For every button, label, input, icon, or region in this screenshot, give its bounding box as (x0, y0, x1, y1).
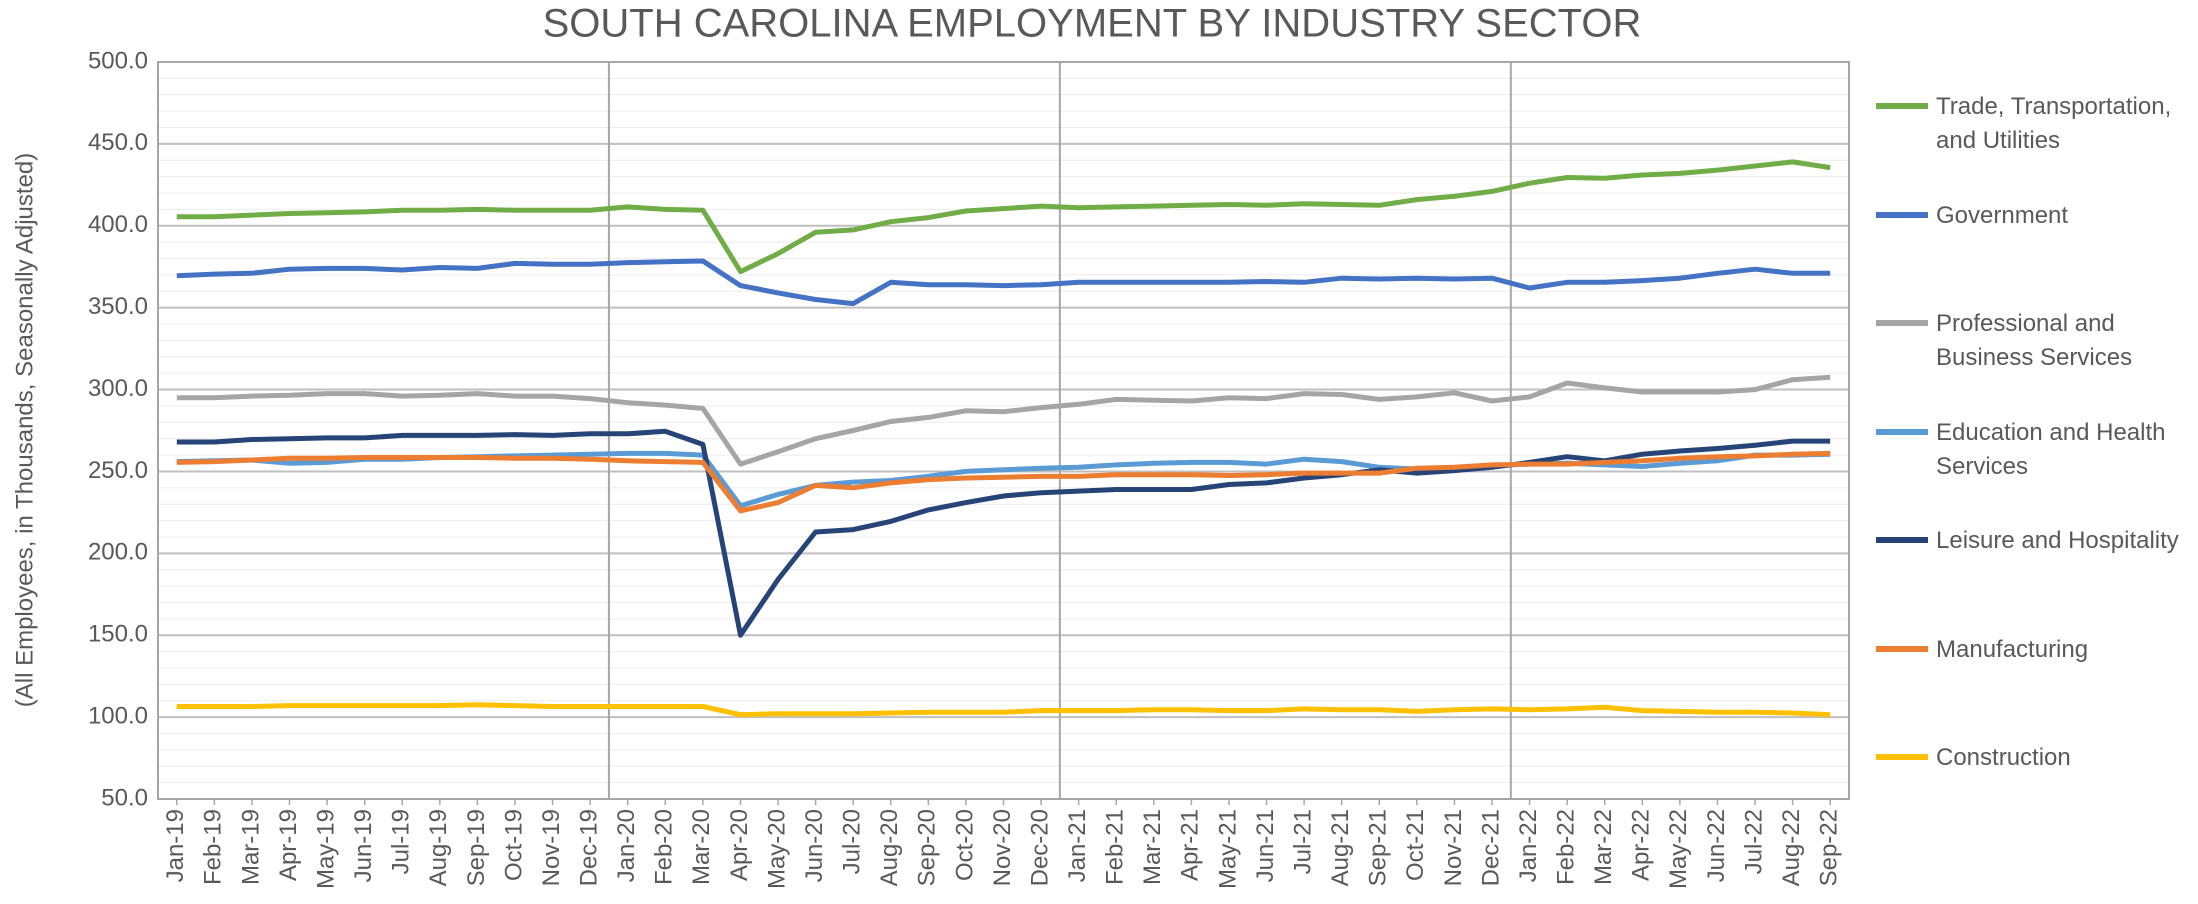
x-tick-label: Feb-22 (1553, 809, 1580, 885)
x-tick-label: Jul-21 (1289, 809, 1316, 874)
x-tick-label: Dec-21 (1477, 809, 1504, 886)
x-tick-label: Apr-19 (275, 809, 302, 881)
x-tick-label: Oct-20 (951, 809, 978, 881)
series-line (176, 374, 1831, 467)
x-tick-label: Feb-21 (1102, 809, 1129, 885)
x-tick-label: Nov-21 (1440, 809, 1467, 886)
x-tick-label: Nov-19 (538, 809, 565, 886)
x-tick-label: May-19 (312, 809, 339, 889)
series-line (176, 450, 1831, 514)
x-tick-label: Mar-19 (237, 809, 264, 885)
x-tick-label: Sep-21 (1365, 809, 1392, 886)
legend-swatch (1876, 103, 1928, 109)
x-tick-label: May-22 (1665, 809, 1692, 889)
series-line (176, 428, 1831, 638)
y-tick-label: 100.0 (88, 702, 148, 729)
series-line (176, 258, 1831, 307)
y-tick-label: 250.0 (88, 457, 148, 484)
x-tick-label: Aug-20 (876, 809, 903, 886)
y-tick-label: 500.0 (88, 47, 148, 74)
plot-frame (157, 61, 1850, 800)
x-tick-label: Jan-20 (613, 809, 640, 882)
x-tick-label: Dec-19 (575, 809, 602, 886)
y-tick-label: 450.0 (88, 129, 148, 156)
x-tick-label: Dec-20 (1026, 809, 1053, 886)
x-tick-label: Oct-21 (1402, 809, 1429, 881)
x-tick-label: Jun-22 (1703, 809, 1730, 882)
x-tick-label: Jan-21 (1064, 809, 1091, 882)
legend-swatch (1876, 211, 1928, 218)
x-tick-label: Jan-19 (162, 809, 189, 882)
x-tick-label: Apr-20 (726, 809, 753, 881)
legend-swatch (1876, 537, 1928, 543)
legend-swatch (1876, 645, 1928, 652)
x-tick-label: Nov-20 (989, 809, 1016, 886)
x-tick-label: Jun-20 (801, 809, 828, 882)
x-tick-label: May-20 (763, 809, 790, 889)
x-tick-label: May-21 (1214, 809, 1241, 889)
chart-title: SOUTH CAROLINA EMPLOYMENT BY INDUSTRY SE… (543, 2, 1642, 46)
legend-label: Education and Health Services (1936, 418, 2166, 480)
legend-swatch (1876, 754, 1928, 760)
x-tick-label: Mar-20 (688, 809, 715, 885)
legend-label: Construction (1936, 744, 2071, 771)
x-tick-label: Oct-19 (500, 809, 527, 881)
x-tick-label: Apr-21 (1177, 809, 1204, 881)
y-tick-label: 200.0 (88, 539, 148, 566)
y-axis-label: (All Employees, in Thousands, Seasonally… (11, 153, 38, 708)
legend-label: Government (1936, 201, 2069, 229)
x-tick-label: Aug-21 (1327, 809, 1354, 886)
legend-label: Professional and Business Services (1936, 310, 2133, 371)
x-tick-label: Aug-19 (425, 809, 452, 886)
legend-label: Manufacturing (1936, 635, 2089, 663)
series-line (176, 702, 1831, 718)
x-tick-label: Feb-19 (200, 809, 227, 885)
x-tick-label: Mar-22 (1590, 809, 1617, 885)
y-tick-label: 350.0 (88, 293, 148, 320)
x-tick-label: Mar-21 (1139, 809, 1166, 885)
legend-swatch (1876, 428, 1928, 435)
y-tick-label: 50.0 (101, 784, 148, 811)
x-tick-label: Sep-22 (1816, 809, 1843, 886)
x-tick-label: Jul-19 (388, 809, 415, 874)
legend-label: Leisure and Hospitality (1936, 527, 2179, 554)
x-tick-label: Jan-22 (1515, 809, 1542, 882)
legend-label: Trade, Transportation, and Utilities (1936, 93, 2172, 154)
y-tick-label: 150.0 (88, 621, 148, 648)
series-line (176, 159, 1831, 275)
x-tick-label: Jun-19 (350, 809, 377, 882)
legend-swatch (1876, 320, 1928, 326)
x-tick-label: Apr-22 (1628, 809, 1655, 881)
x-tick-label: Feb-20 (651, 809, 678, 885)
y-tick-label: 300.0 (88, 375, 148, 402)
x-tick-label: Sep-19 (463, 809, 490, 886)
x-tick-label: Jul-22 (1740, 809, 1767, 874)
x-tick-label: Jun-21 (1252, 809, 1279, 882)
x-tick-label: Sep-20 (914, 809, 941, 886)
x-tick-label: Aug-22 (1778, 809, 1805, 886)
x-tick-label: Jul-20 (839, 809, 866, 874)
y-tick-label: 400.0 (88, 211, 148, 238)
legend: Trade, Transportation, and Utilities Gove… (1876, 0, 2198, 904)
